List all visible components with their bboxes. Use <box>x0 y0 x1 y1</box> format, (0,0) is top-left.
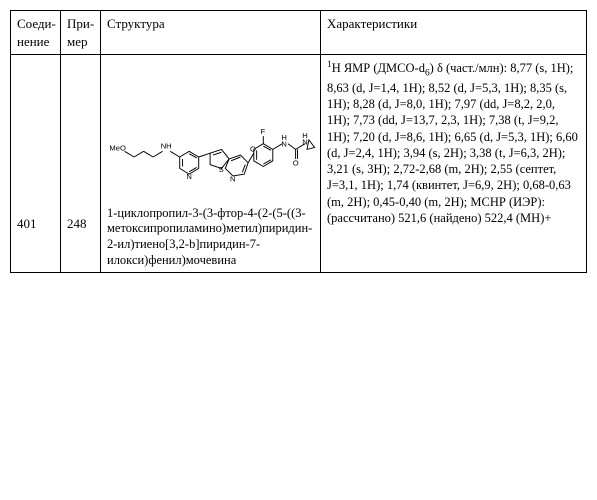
characteristics-cell: 1Н ЯМР (ДМСО-d6) δ (част./млн): 8,77 (s,… <box>321 55 587 273</box>
atom-label-n2: N <box>230 175 235 184</box>
nmr-lead-text: Н ЯМР (ДМСО-d <box>332 61 425 75</box>
atom-label-n1: N <box>186 172 191 181</box>
table-row: 401 248 <box>11 55 587 273</box>
nmr-body: δ (част./млн): 8,77 (s, 1H); 8,63 (d, J=… <box>327 61 578 225</box>
header-example: При-мер <box>61 11 101 55</box>
nmr-lead: 1Н ЯМР (ДМСО-d6) <box>327 61 434 75</box>
atom-label-nh: NH <box>161 142 172 151</box>
structure-name: 1-циклопропил-3-(3-фтор-4-(2-(5-((3-мето… <box>107 206 314 269</box>
atom-label-o2: O <box>293 159 299 168</box>
header-characteristics: Характеристики <box>321 11 587 55</box>
nmr-lead-tail: ) <box>430 61 434 75</box>
table-header-row: Соеди-нение При-мер Структура Характерис… <box>11 11 587 55</box>
atom-label-nh3: HN <box>302 131 307 147</box>
chemical-structure-diagram: MeO NH N S N O F HN O HN <box>107 119 314 200</box>
header-structure: Структура <box>101 11 321 55</box>
atom-label-meo: MeO <box>109 143 126 152</box>
atom-label-nh2: HN <box>281 133 286 149</box>
compound-id-cell: 401 <box>11 55 61 273</box>
atom-label-f: F <box>260 127 265 136</box>
header-compound: Соеди-нение <box>11 11 61 55</box>
structure-cell: MeO NH N S N O F HN O HN 1-циклопропил-3… <box>101 55 321 273</box>
atom-label-o1: O <box>250 144 256 153</box>
example-id-cell: 248 <box>61 55 101 273</box>
atom-label-s: S <box>219 165 224 174</box>
